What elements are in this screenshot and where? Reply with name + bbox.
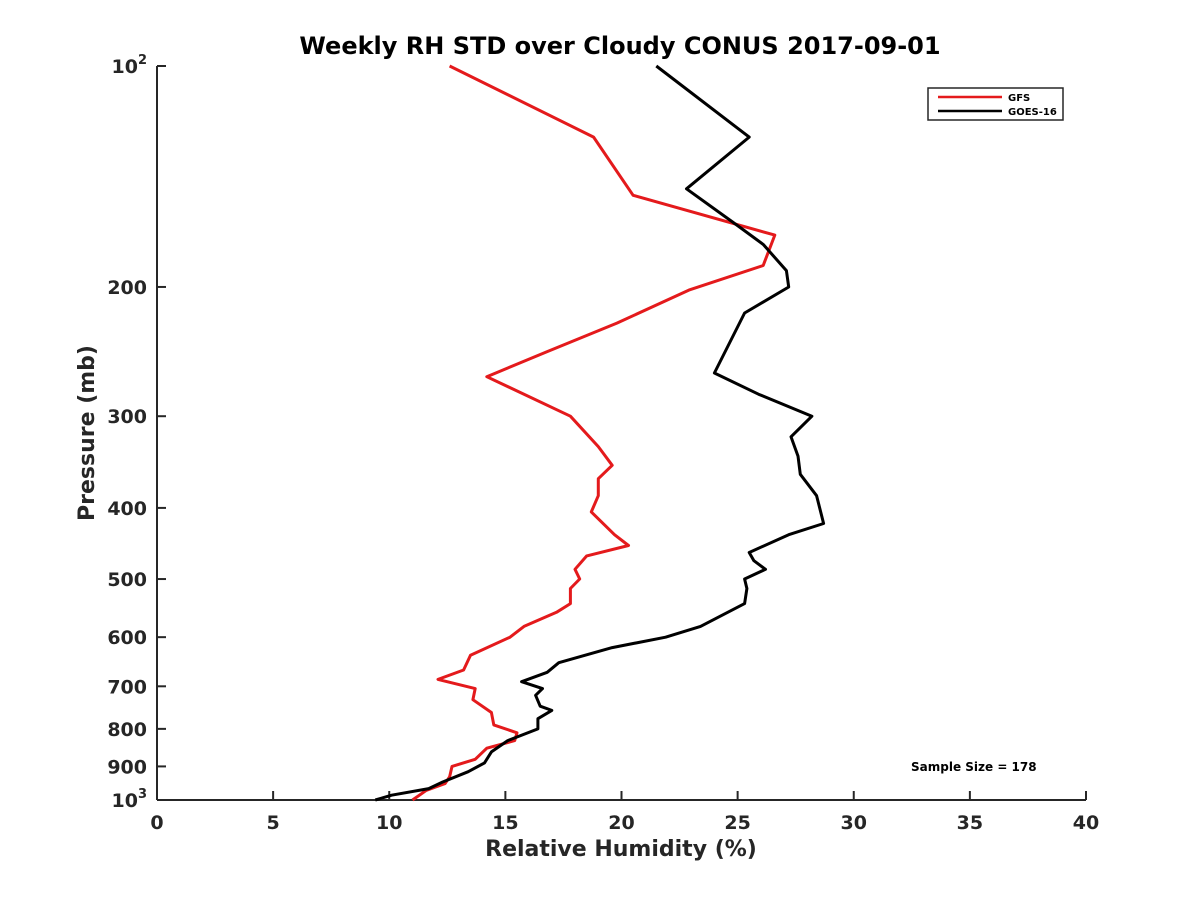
x-tick-label: 40 (1073, 812, 1099, 834)
x-axis-ticks: 0 5 10 15 20 25 30 35 40 (150, 791, 1099, 834)
sample-size-annotation: Sample Size = 178 (911, 760, 1037, 774)
x-tick-label: 10 (376, 812, 402, 834)
series-layer (374, 64, 826, 802)
y-tick-label: 300 (107, 406, 147, 428)
y-tick-label: 102 (112, 53, 148, 78)
x-tick-label: 0 (150, 812, 163, 834)
series-line-goes16 (374, 64, 826, 802)
y-tick-label: 700 (107, 676, 147, 698)
x-tick-label: 25 (724, 812, 750, 834)
y-tick-label: 500 (107, 569, 147, 591)
legend: GFS GOES-16 (927, 87, 1064, 121)
legend-label-gfs: GFS (1008, 93, 1030, 104)
y-axis-label: Pressure (mb) (75, 345, 100, 521)
y-axis-ticks: 102 200 300 400 500 600 700 800 900 103 (107, 53, 166, 812)
y-tick-label: 600 (107, 627, 147, 649)
x-tick-label: 5 (267, 812, 280, 834)
x-tick-label: 20 (608, 812, 634, 834)
y-tick-label: 800 (107, 719, 147, 741)
y-tick-label: 400 (107, 498, 147, 520)
x-tick-label: 15 (492, 812, 518, 834)
x-tick-label: 30 (841, 812, 867, 834)
legend-box (927, 87, 1064, 121)
y-tick-label: 103 (112, 787, 148, 812)
y-tick-label: 900 (107, 756, 147, 778)
x-axis-label: Relative Humidity (%) (485, 837, 757, 862)
chart-title: Weekly RH STD over Cloudy CONUS 2017-09-… (299, 32, 940, 60)
y-tick-label: 200 (107, 277, 147, 299)
legend-label-goes16: GOES-16 (1008, 107, 1057, 118)
x-tick-label: 35 (957, 812, 983, 834)
